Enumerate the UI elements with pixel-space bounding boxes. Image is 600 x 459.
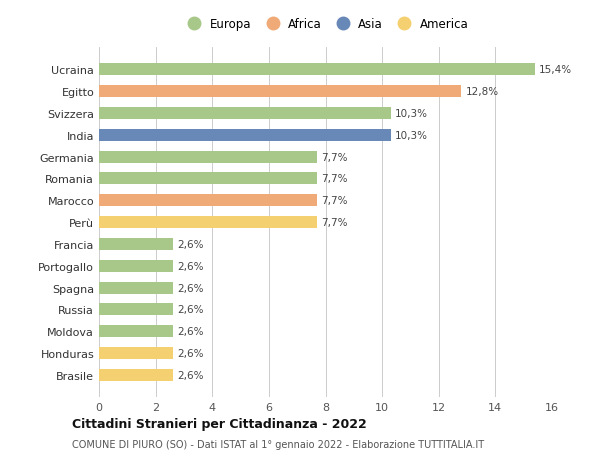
Text: 15,4%: 15,4% — [539, 65, 572, 75]
Text: 12,8%: 12,8% — [466, 87, 499, 97]
Text: 7,7%: 7,7% — [321, 152, 348, 162]
Text: 7,7%: 7,7% — [321, 218, 348, 228]
Bar — [99, 260, 173, 272]
Bar — [99, 347, 173, 359]
Bar — [99, 304, 173, 316]
Bar — [99, 195, 317, 207]
Text: 2,6%: 2,6% — [177, 327, 203, 336]
Bar — [99, 369, 173, 381]
Bar — [99, 325, 173, 337]
Text: 7,7%: 7,7% — [321, 174, 348, 184]
Bar — [99, 238, 173, 251]
Text: 2,6%: 2,6% — [177, 283, 203, 293]
Text: 10,3%: 10,3% — [395, 130, 428, 140]
Bar — [99, 86, 461, 98]
Bar — [99, 129, 391, 141]
Bar — [99, 217, 317, 229]
Bar — [99, 108, 391, 120]
Bar — [99, 173, 317, 185]
Text: COMUNE DI PIURO (SO) - Dati ISTAT al 1° gennaio 2022 - Elaborazione TUTTITALIA.I: COMUNE DI PIURO (SO) - Dati ISTAT al 1° … — [72, 439, 484, 449]
Text: 2,6%: 2,6% — [177, 240, 203, 249]
Text: 2,6%: 2,6% — [177, 261, 203, 271]
Bar — [99, 282, 173, 294]
Text: 2,6%: 2,6% — [177, 370, 203, 380]
Legend: Europa, Africa, Asia, America: Europa, Africa, Asia, America — [180, 16, 471, 34]
Text: 10,3%: 10,3% — [395, 109, 428, 118]
Bar — [99, 151, 317, 163]
Bar — [99, 64, 535, 76]
Text: 7,7%: 7,7% — [321, 196, 348, 206]
Text: 2,6%: 2,6% — [177, 348, 203, 358]
Text: 2,6%: 2,6% — [177, 305, 203, 315]
Text: Cittadini Stranieri per Cittadinanza - 2022: Cittadini Stranieri per Cittadinanza - 2… — [72, 418, 367, 431]
